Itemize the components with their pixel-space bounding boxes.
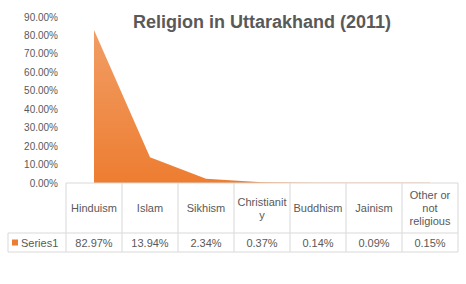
y-tick-label: 60.00% (24, 67, 58, 78)
y-tick-label: 40.00% (24, 104, 58, 115)
series-name: Series1 (21, 237, 58, 249)
category-label-line: Islam (137, 202, 163, 214)
table-line (8, 233, 9, 252)
table-line (8, 252, 458, 253)
table-line (290, 183, 291, 252)
category-label: Jainism (355, 202, 392, 214)
data-table: Hinduism Islam Sikhism Christianity Buddhism… (8, 183, 458, 252)
table-line (402, 183, 403, 252)
table-line (66, 183, 67, 252)
plot-area (94, 30, 430, 183)
value-label: 0.37% (246, 237, 277, 249)
y-tick-label: 30.00% (24, 122, 58, 133)
category-label: Sikhism (187, 202, 226, 214)
table-line (178, 183, 179, 252)
category-label: Hinduism (71, 202, 117, 214)
title: Religion in Uttarakhand (2011) (133, 12, 391, 32)
value-label: 2.34% (190, 237, 221, 249)
table-line (458, 183, 459, 252)
category-label: Islam (137, 202, 163, 214)
category-label-line: Sikhism (187, 202, 226, 214)
category-label: Christianity (238, 196, 287, 221)
table-line (8, 233, 458, 234)
table-line (234, 183, 235, 252)
y-tick-label: 90.00% (24, 12, 58, 23)
value-label: 0.14% (302, 237, 333, 249)
area (94, 30, 430, 183)
chart: Religion in Uttarakhand (2011) 0.00% 10.00… (0, 0, 466, 284)
category-label-line: Buddhism (294, 202, 343, 214)
category-label-line: Other or (410, 189, 451, 201)
category-label-line: Jainism (355, 202, 392, 214)
value-label: 0.09% (358, 237, 389, 249)
table-line (66, 183, 458, 184)
table-line (122, 183, 123, 252)
y-tick-label: 80.00% (24, 30, 58, 41)
y-tick-label: 50.00% (24, 85, 58, 96)
category-label: Buddhism (294, 202, 343, 214)
category-label-line: religious (410, 215, 451, 227)
table-line (346, 183, 347, 252)
y-tick-label: 0.00% (30, 178, 58, 189)
category-label-line: not (422, 202, 437, 214)
value-label: 13.94% (131, 237, 169, 249)
value-label: 0.15% (414, 237, 445, 249)
y-tick-label: 20.00% (24, 141, 58, 152)
legend-key (12, 240, 18, 246)
value-label: 82.97% (75, 237, 113, 249)
category-label-line: Hinduism (71, 202, 117, 214)
y-tick-label: 70.00% (24, 48, 58, 59)
category-label: Other ornotreligious (410, 189, 451, 227)
category-label-line: Christianit (238, 196, 287, 208)
category-label-line: y (259, 209, 265, 221)
y-tick-label: 10.00% (24, 159, 58, 170)
